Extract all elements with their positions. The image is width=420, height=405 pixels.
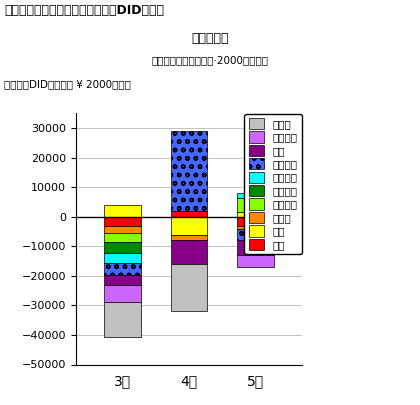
- Bar: [171, 211, 207, 217]
- Bar: [171, 241, 207, 264]
- Legend: 他支出, 教養娯楽, 教育, 交通通信, 保健医療, 被覆履物, 家具家事, 水光熱, 住居, 食料: 他支出, 教養娯楽, 教育, 交通通信, 保健医療, 被覆履物, 家具家事, 水…: [244, 113, 302, 254]
- Text: 例年とのDID支出額差 ¥ 2000年実質: 例年とのDID支出額差 ¥ 2000年実質: [4, 79, 131, 89]
- Bar: [237, 228, 274, 241]
- Bar: [104, 233, 141, 243]
- Bar: [237, 226, 274, 228]
- Bar: [237, 212, 274, 217]
- Bar: [104, 243, 141, 253]
- Bar: [104, 217, 141, 226]
- Bar: [171, 234, 207, 241]
- Text: ［東　北］: ［東 北］: [191, 32, 229, 45]
- Bar: [104, 226, 141, 233]
- Bar: [104, 302, 141, 337]
- Bar: [171, 264, 207, 311]
- Bar: [171, 131, 207, 211]
- Bar: [171, 217, 207, 234]
- Bar: [104, 286, 141, 302]
- Bar: [237, 241, 274, 255]
- Text: （総務省家計調査月報·2000年実質）: （総務省家計調査月報·2000年実質）: [152, 55, 268, 65]
- Text: 東日本大震災後の費目別家計支出DID変化額: 東日本大震災後の費目別家計支出DID変化額: [4, 4, 164, 17]
- Bar: [104, 263, 141, 275]
- Bar: [237, 217, 274, 226]
- Bar: [237, 255, 274, 267]
- Bar: [104, 253, 141, 263]
- Bar: [237, 193, 274, 198]
- Bar: [237, 198, 274, 212]
- Bar: [104, 205, 141, 217]
- Bar: [104, 275, 141, 286]
